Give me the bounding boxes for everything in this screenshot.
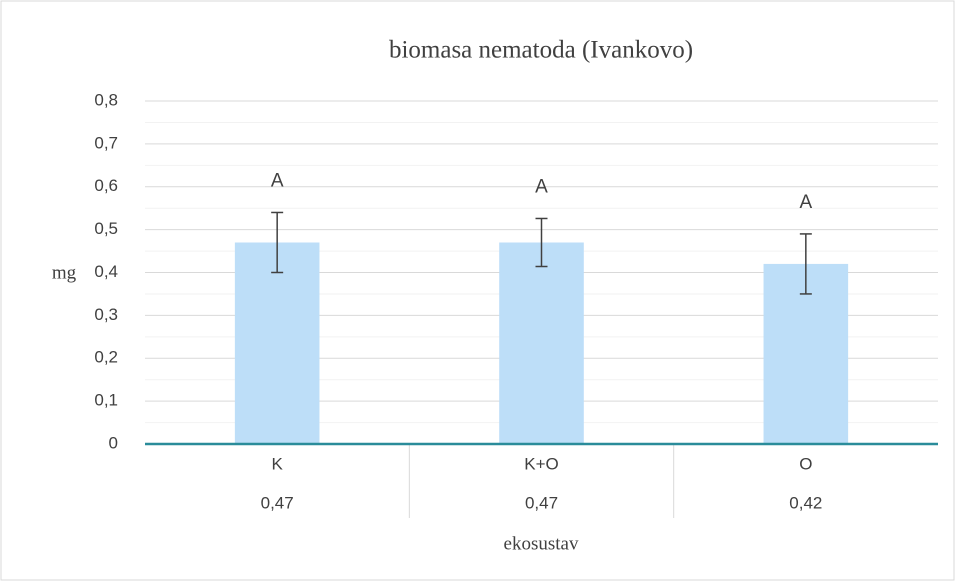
y-tick-label: 0,1 bbox=[94, 391, 118, 410]
value-label: 0,42 bbox=[789, 493, 822, 512]
bar bbox=[499, 242, 584, 444]
y-axis-label: mg bbox=[52, 262, 77, 283]
x-tick-label: O bbox=[799, 454, 812, 473]
y-tick-label: 0,2 bbox=[94, 348, 118, 367]
x-tick-label: K+O bbox=[524, 454, 559, 473]
y-tick-label: 0,5 bbox=[94, 219, 118, 238]
y-tick-label: 0 bbox=[109, 433, 118, 452]
annotation: A bbox=[535, 176, 548, 197]
annotation: A bbox=[799, 192, 812, 213]
y-tick-label: 0,6 bbox=[94, 176, 118, 195]
x-axis-label: ekosustav bbox=[504, 533, 579, 554]
y-tick-label: 0,3 bbox=[94, 305, 118, 324]
y-tick-label: 0,4 bbox=[94, 262, 118, 281]
y-tick-label: 0,7 bbox=[94, 133, 118, 152]
bar bbox=[234, 242, 320, 444]
annotation: A bbox=[271, 170, 284, 191]
value-label: 0,47 bbox=[261, 493, 294, 512]
chart-title: biomasa nematoda (Ivankovo) bbox=[389, 37, 693, 64]
y-tick-label: 0,8 bbox=[94, 90, 118, 109]
x-tick-label: K bbox=[271, 454, 283, 473]
value-label: 0,47 bbox=[525, 493, 558, 512]
